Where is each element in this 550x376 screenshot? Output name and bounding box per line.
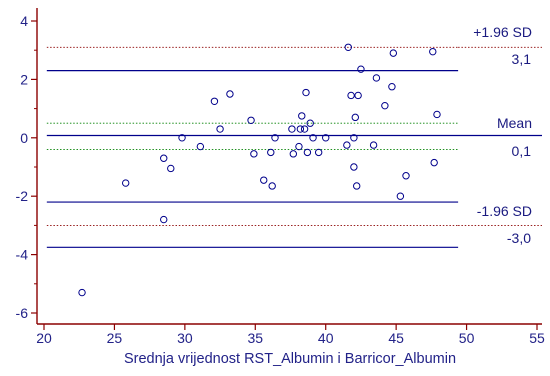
data-point	[429, 47, 437, 56]
x-tick-label: 35	[247, 330, 263, 346]
data-point	[210, 97, 219, 106]
data-point	[402, 172, 410, 180]
data-point	[357, 65, 365, 73]
data-point	[216, 125, 224, 133]
x-tick-label: 25	[107, 330, 123, 346]
data-point	[353, 182, 361, 190]
ref-line-label-bottom-upper-loa: 3,1	[512, 51, 532, 67]
data-point	[160, 154, 168, 162]
y-tick-label: 4	[20, 13, 28, 29]
data-point	[350, 163, 358, 171]
data-point	[302, 88, 310, 97]
x-tick-label: 20	[36, 330, 52, 346]
data-point	[322, 134, 330, 142]
data-point	[167, 164, 175, 173]
data-point	[396, 192, 405, 200]
ref-line-label-bottom-mean: 0,1	[512, 143, 532, 159]
data-point	[300, 125, 309, 133]
ref-line-label-bottom-lower-loa: -3,0	[507, 230, 531, 246]
data-point	[343, 141, 351, 149]
data-point	[309, 134, 317, 142]
x-tick-label: 30	[177, 330, 193, 346]
ref-line-label-top-mean: Mean	[497, 115, 532, 131]
y-tick-label: -4	[16, 247, 29, 263]
data-point	[306, 119, 314, 127]
y-tick-label: -6	[16, 305, 29, 321]
data-point	[268, 182, 276, 190]
data-point	[226, 90, 234, 98]
x-tick-label: 55	[529, 330, 545, 346]
reference-lines-layer	[46, 46, 542, 248]
data-point	[344, 43, 352, 51]
y-tick-label: 2	[20, 71, 28, 87]
data-point	[347, 91, 355, 100]
data-point	[314, 148, 323, 157]
points-layer	[78, 43, 441, 297]
data-point	[381, 101, 389, 110]
reference-line-labels: +1.96 SD 3,1 Mean 0,1 -1.96 SD -3,0	[473, 24, 532, 246]
x-tick-label: 40	[318, 330, 334, 346]
y-tick-label: 0	[20, 130, 28, 146]
data-point	[271, 134, 279, 142]
data-point	[303, 148, 312, 157]
data-point	[389, 49, 398, 57]
data-point	[121, 179, 130, 187]
data-point	[298, 112, 306, 120]
data-point	[260, 176, 268, 184]
data-point	[354, 91, 362, 100]
data-point	[196, 142, 205, 151]
x-tick-label: 45	[388, 330, 404, 346]
x-tick-label: 50	[459, 330, 475, 346]
data-point	[178, 134, 186, 142]
data-point	[430, 158, 438, 167]
data-point	[296, 125, 305, 133]
data-point	[372, 74, 381, 82]
data-point	[78, 288, 86, 297]
data-point	[369, 141, 378, 149]
y-tick-label: -2	[16, 188, 29, 204]
data-point	[388, 83, 396, 91]
axes-layer	[36, 8, 542, 325]
data-point	[250, 150, 258, 158]
ref-line-label-top-lower-loa: -1.96 SD	[477, 203, 532, 219]
data-point	[351, 113, 359, 122]
data-point	[247, 116, 255, 124]
ref-line-label-top-upper-loa: +1.96 SD	[473, 24, 532, 40]
data-point	[160, 215, 168, 224]
x-axis-title: Srednja vrijednost RST_Albumin i Barrico…	[124, 351, 456, 367]
data-point	[267, 148, 275, 157]
data-point	[288, 125, 296, 133]
data-point	[289, 150, 298, 158]
data-point	[295, 142, 303, 151]
data-point	[433, 110, 441, 119]
data-point	[350, 134, 358, 142]
